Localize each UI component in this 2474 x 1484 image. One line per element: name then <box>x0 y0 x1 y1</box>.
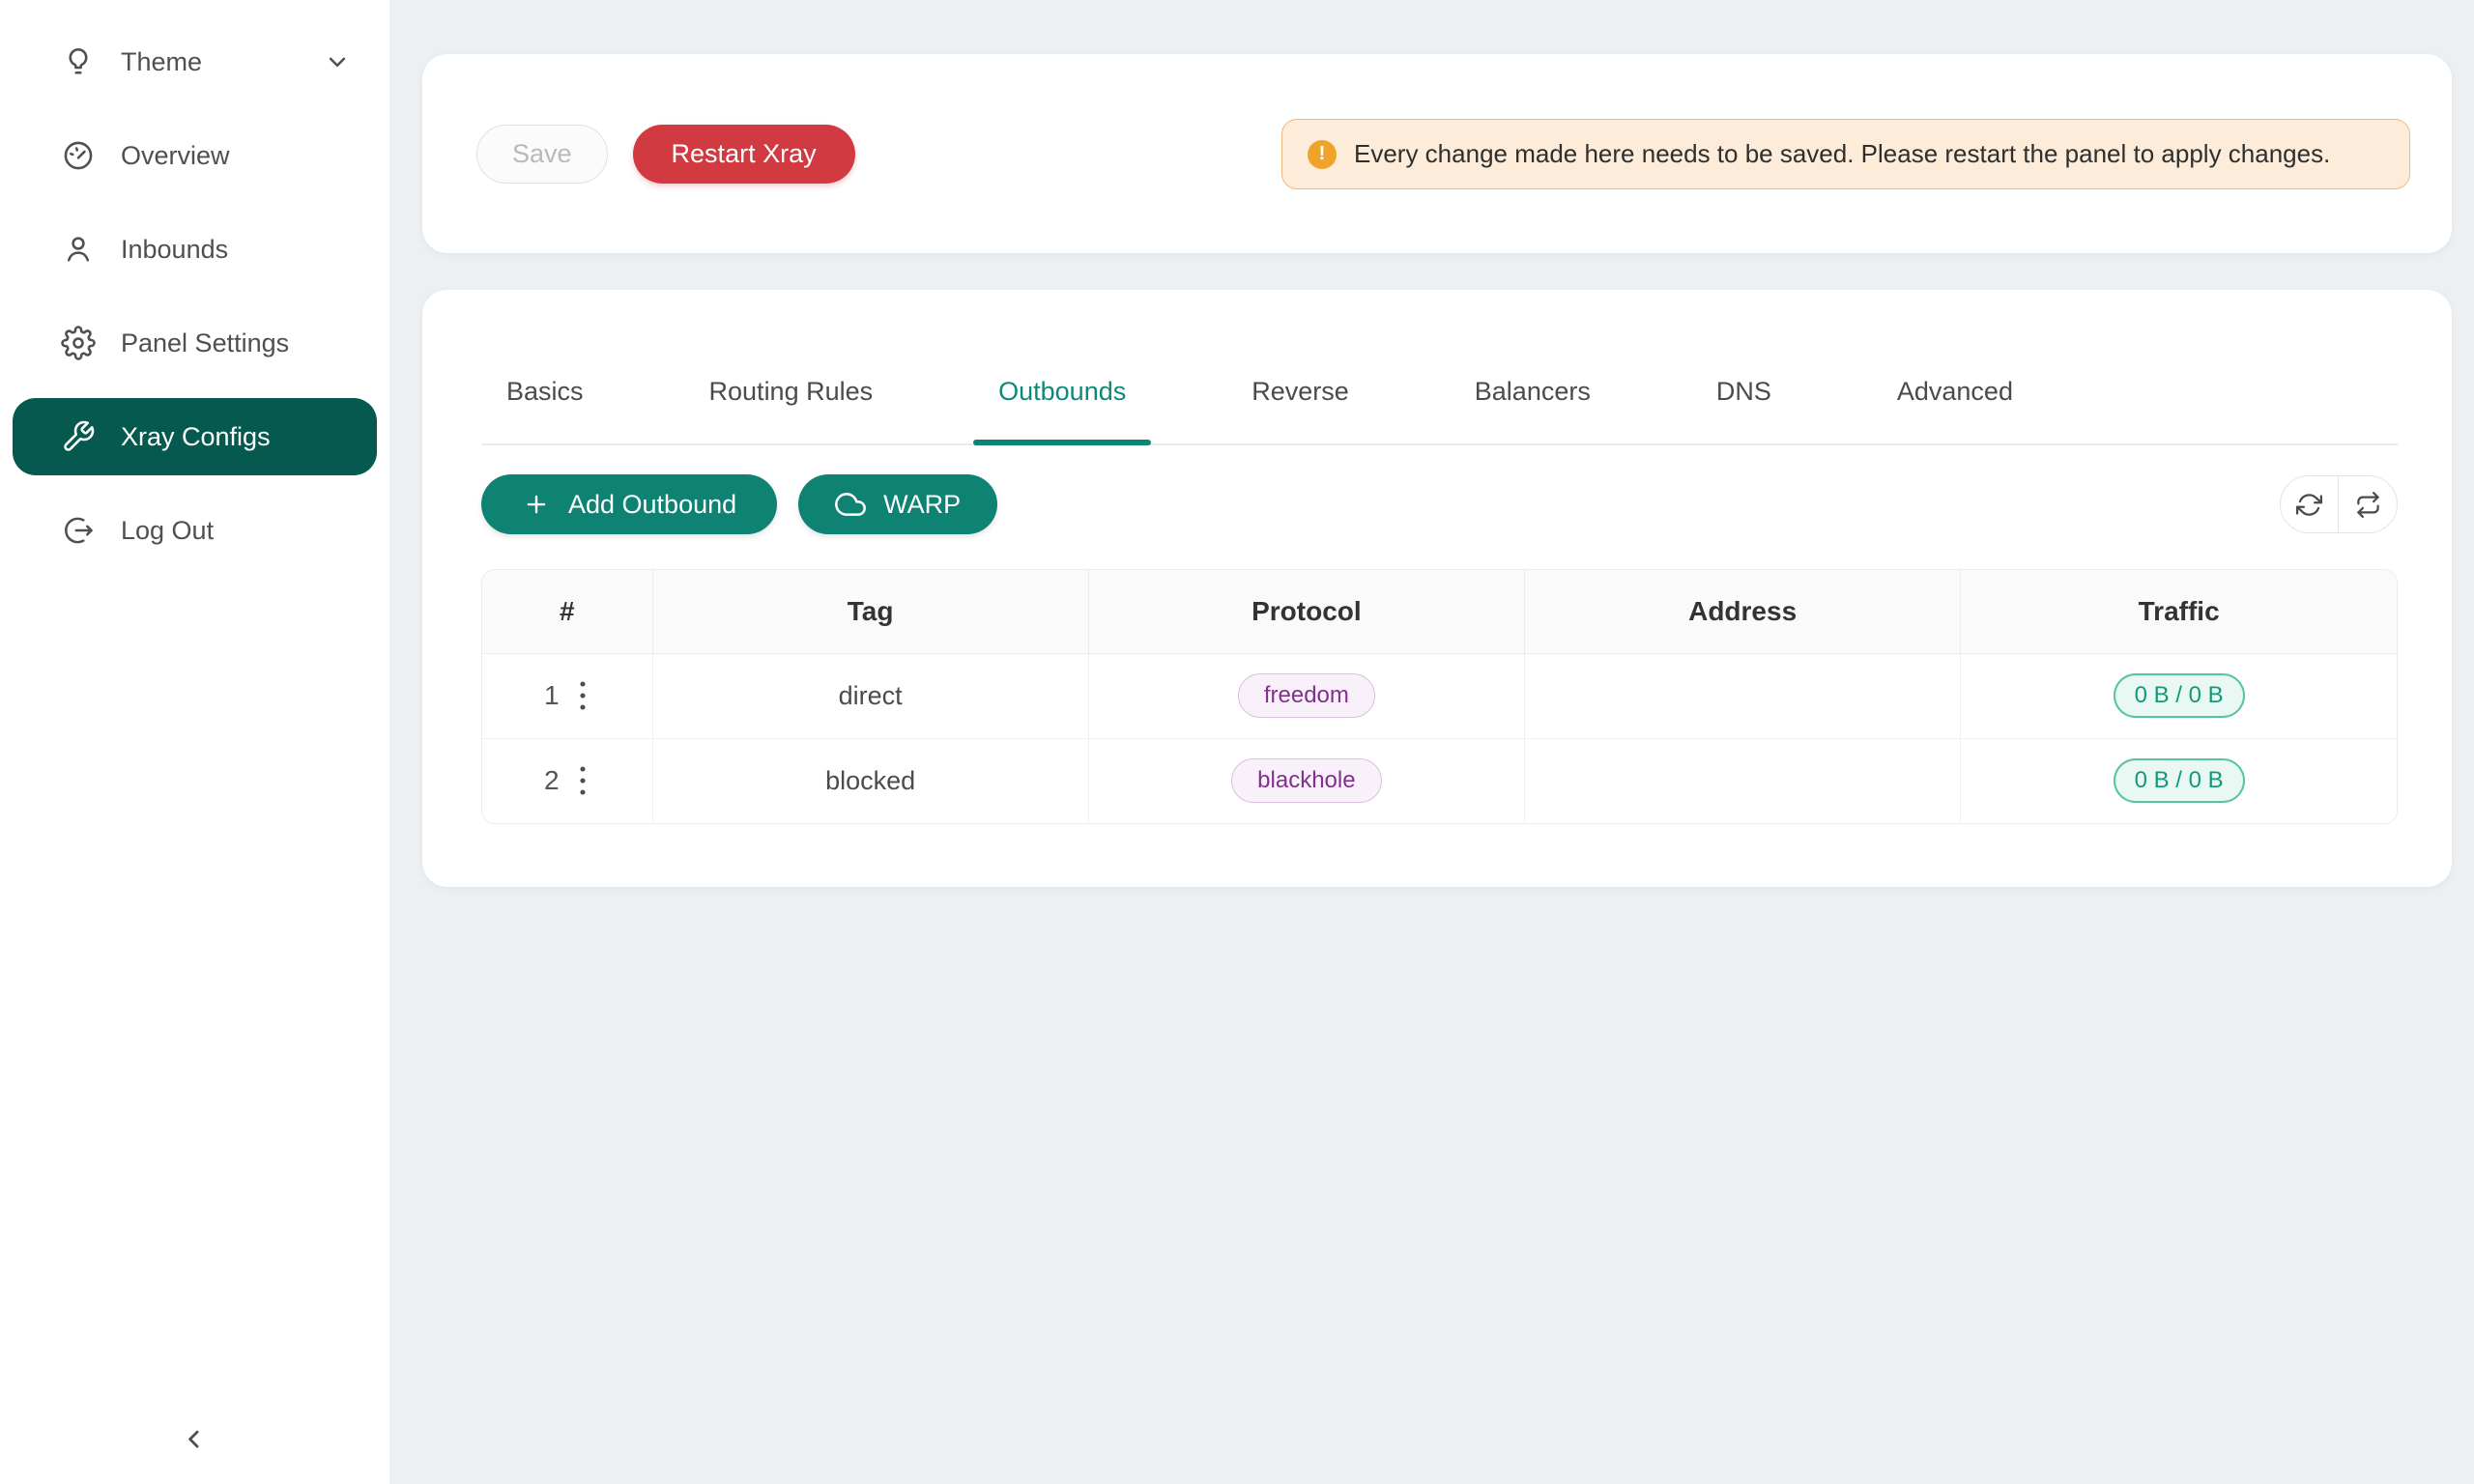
protocol-badge: freedom <box>1237 673 1375 718</box>
refresh-button[interactable] <box>2281 476 2339 532</box>
tag-cell: blocked <box>652 738 1089 823</box>
warp-label: WARP <box>883 489 962 519</box>
row-index: 1 <box>543 680 560 710</box>
table-row: 2 blocked blackhole 0 B / 0 <box>482 738 2397 823</box>
add-outbound-button[interactable]: Add Outbound <box>481 474 778 534</box>
warning-alert-text: Every change made here needs to be saved… <box>1354 138 2331 168</box>
row-menu-button[interactable] <box>575 676 590 715</box>
chevron-left-icon <box>180 1424 209 1453</box>
plus-icon <box>522 490 551 519</box>
sidebar-item-inbounds[interactable]: Inbounds <box>13 211 377 288</box>
sidebar-item-label: Inbounds <box>121 234 229 264</box>
row-menu-button[interactable] <box>575 761 590 800</box>
tab-advanced[interactable]: Advanced <box>1896 377 2013 406</box>
tab-dns[interactable]: DNS <box>1715 377 1771 406</box>
sidebar-item-label: Panel Settings <box>121 328 290 357</box>
logout-icon <box>61 513 96 548</box>
repeat-button[interactable] <box>2339 476 2397 532</box>
table-row: 1 direct freedom 0 B / 0 B <box>482 653 2397 739</box>
traffic-badge: 0 B / 0 B <box>2113 673 2245 718</box>
sidebar-nav: Theme Overview Inbounds Panel Settings <box>0 0 389 569</box>
tab-routing-rules[interactable]: Routing Rules <box>708 377 874 406</box>
sidebar-item-label: Theme <box>121 46 203 76</box>
config-tabs: Basics Routing Rules Outbounds Reverse B… <box>481 290 2398 445</box>
actions-card: Save Restart Xray ! Every change made he… <box>422 54 2452 253</box>
column-header-index: # <box>482 570 653 654</box>
sidebar-item-label: Overview <box>121 140 230 170</box>
tab-balancers[interactable]: Balancers <box>1474 377 1591 406</box>
sidebar-item-overview[interactable]: Overview <box>13 117 377 194</box>
dashboard-gauge-icon <box>61 138 96 173</box>
column-header-address: Address <box>1524 570 1962 654</box>
sidebar-item-log-out[interactable]: Log Out <box>13 492 377 569</box>
repeat-icon <box>2355 491 2381 518</box>
sidebar: Theme Overview Inbounds Panel Settings <box>0 0 389 1484</box>
tab-outbounds[interactable]: Outbounds <box>973 377 1152 445</box>
column-header-protocol: Protocol <box>1088 570 1526 654</box>
save-button[interactable]: Save <box>476 124 608 184</box>
wrench-icon <box>61 419 96 454</box>
user-icon <box>61 232 96 267</box>
sidebar-item-label: Xray Configs <box>121 421 271 451</box>
table-header-row: # Tag Protocol Address Traffic <box>482 570 2397 654</box>
sidebar-item-xray-configs[interactable]: Xray Configs <box>13 398 377 475</box>
xray-config-card: Basics Routing Rules Outbounds Reverse B… <box>422 290 2452 887</box>
column-header-traffic: Traffic <box>1960 570 2397 654</box>
add-outbound-label: Add Outbound <box>568 489 737 519</box>
sidebar-item-label: Log Out <box>121 515 215 545</box>
table-actions-group <box>2280 475 2398 533</box>
warp-button[interactable]: WARP <box>798 474 998 534</box>
tab-reverse[interactable]: Reverse <box>1251 377 1349 406</box>
main-content: Save Restart Xray ! Every change made he… <box>389 0 2474 887</box>
lightbulb-icon <box>61 44 96 79</box>
row-index: 2 <box>543 765 560 796</box>
tab-basics[interactable]: Basics <box>506 377 584 406</box>
outbounds-toolbar: Add Outbound WARP <box>481 474 2398 534</box>
chevron-down-icon <box>323 47 352 76</box>
tag-cell: direct <box>652 653 1089 739</box>
outbounds-table: # Tag Protocol Address Traffic 1 <box>481 569 2398 824</box>
restart-xray-button[interactable]: Restart Xray <box>632 124 855 184</box>
sidebar-item-panel-settings[interactable]: Panel Settings <box>13 304 377 382</box>
column-header-tag: Tag <box>652 570 1089 654</box>
traffic-badge: 0 B / 0 B <box>2113 758 2245 804</box>
address-cell <box>1524 653 1962 739</box>
sidebar-item-theme[interactable]: Theme <box>13 23 377 100</box>
address-cell <box>1524 738 1962 823</box>
refresh-icon <box>2296 492 2322 518</box>
gear-icon <box>61 326 96 360</box>
cloud-icon <box>835 489 867 520</box>
warning-alert: ! Every change made here needs to be sav… <box>1281 118 2410 189</box>
sidebar-collapse-button[interactable] <box>172 1416 216 1461</box>
warning-icon: ! <box>1308 139 1337 169</box>
protocol-badge: blackhole <box>1231 758 1382 804</box>
